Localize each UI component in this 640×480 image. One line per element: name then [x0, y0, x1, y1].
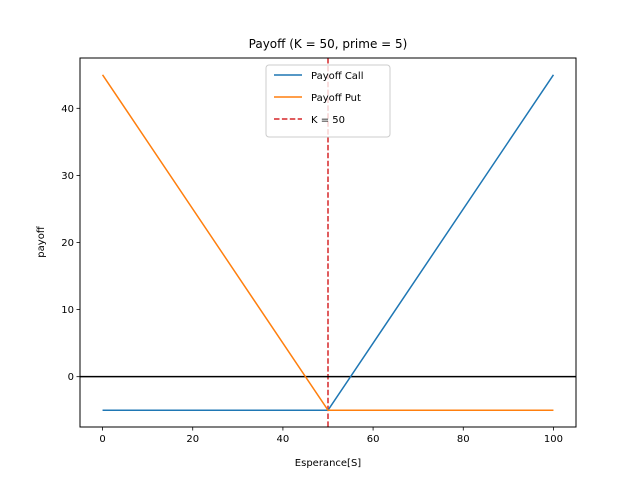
- y-tick-label: 30: [61, 171, 74, 182]
- y-tick-label: 20: [61, 238, 74, 249]
- x-tick-label: 80: [457, 434, 470, 445]
- x-tick-label: 60: [367, 434, 380, 445]
- y-axis-label: payoff: [36, 225, 47, 258]
- legend-label: Payoff Put: [311, 93, 361, 104]
- legend-label: Payoff Call: [311, 71, 363, 82]
- y-tick-label: 40: [61, 104, 74, 115]
- legend: Payoff Call Payoff Put K = 50: [265, 64, 391, 138]
- x-tick-label: 40: [277, 434, 290, 445]
- y-tick-label: 10: [61, 305, 74, 316]
- legend-box: [265, 64, 391, 138]
- x-tick-label: 100: [544, 434, 563, 445]
- x-axis-label: Esperance[S]: [295, 458, 362, 469]
- axis-ticks: 0 20 40 60 80 100 0 10 20 30 40: [61, 104, 563, 445]
- series-line-payoff-put: [101, 74, 554, 411]
- legend-label: K = 50: [311, 115, 345, 126]
- x-tick-label: 0: [99, 434, 105, 445]
- x-tick-label: 20: [186, 434, 199, 445]
- plot-area: [80, 58, 576, 427]
- y-tick-label: 0: [68, 372, 74, 383]
- chart-title: Payoff (K = 50, prime = 5): [249, 37, 408, 51]
